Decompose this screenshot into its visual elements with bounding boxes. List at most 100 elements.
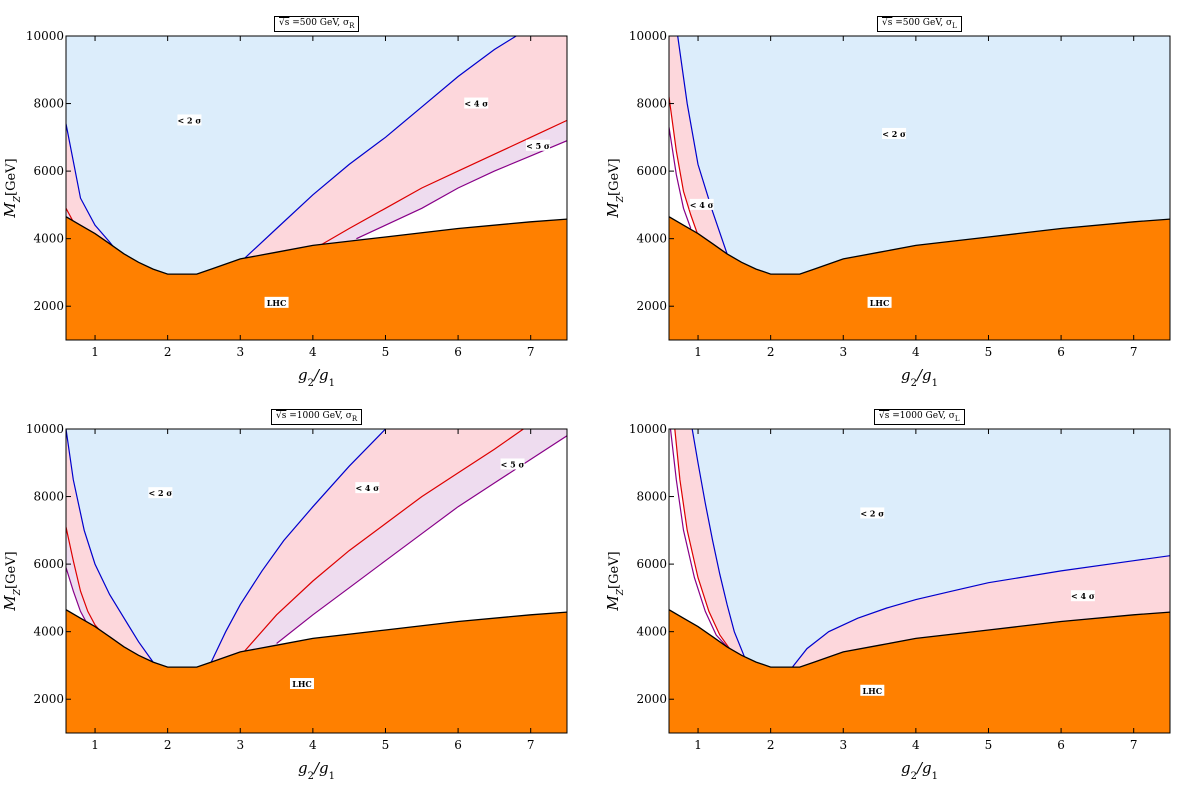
- x-tick-label: 3: [236, 345, 244, 359]
- region-label: < 2 σ: [860, 508, 884, 518]
- chart-title: √s =1000 GeV, σR: [271, 409, 363, 425]
- region-label: LHC: [292, 679, 312, 689]
- y-tick-label: 10000: [26, 29, 64, 43]
- boundary-4sigma-left: [669, 96, 699, 236]
- boundary-5sigma-right: [356, 140, 567, 240]
- region-label: LHC: [267, 298, 287, 308]
- x-tick-label: 3: [236, 738, 244, 752]
- lhc-boundary-line: [669, 609, 1170, 668]
- region-label: < 2 σ: [149, 488, 173, 498]
- y-tick-label: 10000: [26, 422, 64, 436]
- y-tick-label: 2000: [636, 299, 667, 313]
- boundary-4sigma-right: [319, 119, 567, 246]
- x-tick-label: 6: [454, 738, 462, 752]
- region-outside-2sigma-right: [792, 429, 1170, 668]
- x-tick-label: 7: [527, 738, 535, 752]
- x-tick-label: 2: [164, 345, 172, 359]
- chart-title: √s =1000 GeV, σL: [874, 409, 965, 425]
- x-tick-label: 6: [1057, 738, 1065, 752]
- boundary-5sigma-left: [669, 127, 692, 229]
- chart-panel-1000-sigma-l: < 2 σ < 4 σ LHC 1 2 3 4 5 6 7 2000 4000 6000 8000 1000…: [603, 393, 1203, 786]
- region-label-bg: [860, 507, 885, 519]
- region-label-bg: [289, 678, 314, 690]
- chart-svg: < 2 σ < 4 σ < 5 σ LHC 1 2 3 4 5 6 7 2000 4000 6000 800…: [1, 422, 568, 782]
- region-label: < 4 σ: [690, 200, 714, 210]
- region-outside-5sigma-right: [356, 36, 567, 239]
- y-tick-label: 4000: [636, 232, 667, 246]
- chart-svg: < 2 σ < 4 σ LHC 1 2 3 4 5 6 7 2000 4000 6000 8000 1000…: [604, 29, 1171, 389]
- region-label: < 4 σ: [464, 99, 488, 109]
- y-tick-label: 4000: [33, 232, 64, 246]
- x-axis-label: g2/g1: [901, 366, 938, 389]
- y-tick-label: 4000: [33, 625, 64, 639]
- x-axis-label: g2/g1: [298, 366, 335, 389]
- region-label-bg: [525, 139, 550, 151]
- boundary-4sigma-left: [674, 429, 732, 651]
- y-tick-label: 4000: [636, 625, 667, 639]
- x-tick-label: 4: [309, 738, 317, 752]
- y-tick-label: 2000: [33, 692, 64, 706]
- region-outside-2sigma-left: [669, 36, 728, 340]
- region-lhc-fill: [669, 609, 1170, 733]
- y-tick-label: 10000: [629, 29, 667, 43]
- plot-area: [669, 36, 1170, 340]
- region-label-bg: [264, 296, 289, 308]
- boundary-2sigma-left: [691, 429, 746, 659]
- region-label-bg: [177, 114, 202, 126]
- plot-frame: [65, 35, 568, 341]
- region-label-bg: [500, 458, 525, 470]
- region-outside-5sigma-left: [669, 36, 691, 340]
- region-label-bg: [689, 198, 714, 210]
- x-tick-label: 5: [985, 738, 993, 752]
- y-tick-label: 6000: [636, 557, 667, 571]
- y-axis-label: MZ[GeV]: [604, 158, 626, 218]
- plot-frame: [668, 428, 1171, 734]
- x-tick-label: 1: [694, 738, 702, 752]
- chart-panel-500-sigma-r: < 2 σ < 4 σ < 5 σ LHC 1 2 3 4 5 6 7 2000 4000 6000 800…: [0, 0, 600, 393]
- y-tick-label: 2000: [636, 692, 667, 706]
- boundary-2sigma-left: [66, 429, 154, 663]
- boundary-2sigma-right: [791, 555, 1170, 668]
- x-tick-label: 3: [839, 738, 847, 752]
- x-axis-label: g2/g1: [901, 759, 938, 782]
- x-tick-label: 6: [1057, 345, 1065, 359]
- x-tick-label: 2: [767, 738, 775, 752]
- region-outside-2sigma-left: [66, 36, 121, 340]
- y-tick-label: 10000: [629, 422, 667, 436]
- region-label-bg: [867, 296, 892, 308]
- region-label-bg: [464, 97, 489, 109]
- region-label: < 2 σ: [178, 115, 202, 125]
- region-label: < 4 σ: [355, 483, 379, 493]
- chart-title: √s =500 GeV, σR: [274, 16, 360, 32]
- chart-title: √s =500 GeV, σL: [877, 16, 962, 32]
- region-label-bg: [1070, 590, 1095, 602]
- x-tick-label: 5: [382, 738, 390, 752]
- x-tick-label: 7: [1130, 345, 1138, 359]
- plot-area: [66, 36, 567, 340]
- boundary-2sigma-left: [677, 36, 728, 255]
- y-tick-label: 8000: [33, 97, 64, 111]
- region-lhc-fill: [66, 609, 567, 733]
- x-tick-label: 1: [694, 345, 702, 359]
- y-tick-label: 8000: [33, 490, 64, 504]
- y-axis-label: MZ[GeV]: [1, 551, 23, 611]
- plot-frame: [65, 428, 568, 734]
- region-outside-4sigma-left: [66, 429, 110, 733]
- boundary-2sigma-right: [210, 429, 386, 663]
- region-label: < 4 σ: [1071, 591, 1095, 601]
- x-axis-label: g2/g1: [298, 759, 335, 782]
- x-tick-label: 4: [912, 345, 920, 359]
- region-lhc-fill: [66, 216, 567, 340]
- region-label-bg: [148, 487, 173, 499]
- boundary-4sigma-right: [243, 429, 524, 653]
- region-label-bg: [860, 684, 885, 696]
- boundary-2sigma-right: [243, 36, 517, 260]
- region-label-bg: [355, 482, 380, 494]
- region-label: < 5 σ: [501, 459, 525, 469]
- y-axis-label: MZ[GeV]: [1, 158, 23, 218]
- y-tick-label: 6000: [636, 164, 667, 178]
- region-label: < 2 σ: [882, 129, 906, 139]
- x-tick-label: 7: [527, 345, 535, 359]
- chart-svg: < 2 σ < 4 σ < 5 σ LHC 1 2 3 4 5 6 7 2000 4000 6000 800…: [1, 29, 568, 389]
- chart-panel-1000-sigma-r: < 2 σ < 4 σ < 5 σ LHC 1 2 3 4 5 6 7 2000 4000 6000 800…: [0, 393, 600, 786]
